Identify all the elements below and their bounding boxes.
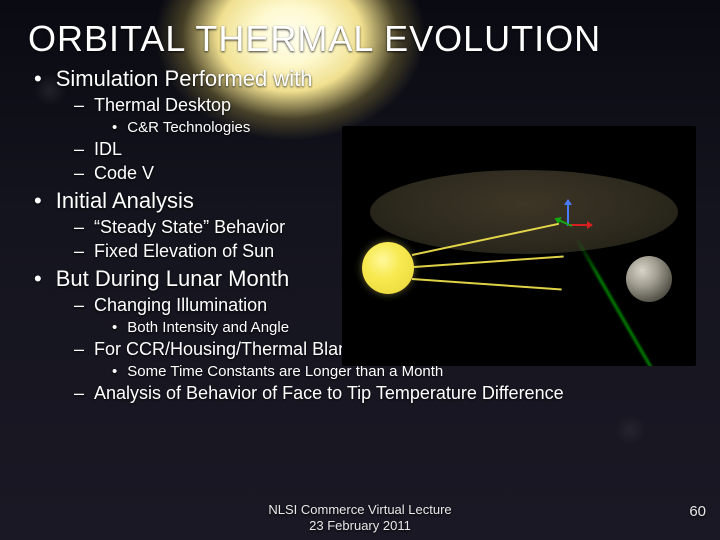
green-beam — [575, 237, 688, 366]
bullet-l2: Analysis of Behavior of Face to Tip Temp… — [74, 383, 692, 404]
page-number: 60 — [689, 503, 706, 520]
slide: ORBITAL THERMAL EVOLUTION Simulation Per… — [0, 0, 720, 540]
bullet-text: Simulation Performed with — [56, 66, 313, 91]
sun-icon — [362, 242, 414, 294]
bullet-text: Fixed Elevation of Sun — [94, 241, 274, 261]
footer-line: 23 February 2011 — [0, 518, 720, 534]
bullet-text: Changing Illumination — [94, 295, 267, 315]
simulation-figure — [342, 126, 696, 366]
bullet-text: Both Intensity and Angle — [127, 319, 289, 336]
moon-icon — [626, 256, 672, 302]
bullet-text: But During Lunar Month — [56, 266, 290, 291]
slide-footer: NLSI Commerce Virtual Lecture 23 Februar… — [0, 502, 720, 535]
bullet-text: Analysis of Behavior of Face to Tip Temp… — [94, 383, 564, 403]
bullet-text: “Steady State” Behavior — [94, 217, 285, 237]
bullet-text: Code V — [94, 163, 154, 183]
sun-ray — [412, 278, 562, 290]
page-title: ORBITAL THERMAL EVOLUTION — [28, 18, 692, 60]
bullet-text: Thermal Desktop — [94, 95, 231, 115]
sun-ray — [414, 256, 564, 268]
bullet-text: C&R Technologies — [127, 119, 250, 136]
bullet-text: IDL — [94, 139, 122, 159]
footer-line: NLSI Commerce Virtual Lecture — [0, 502, 720, 518]
bullet-text: Initial Analysis — [56, 188, 194, 213]
orbit-plane — [370, 170, 678, 254]
figure-canvas — [342, 126, 696, 366]
